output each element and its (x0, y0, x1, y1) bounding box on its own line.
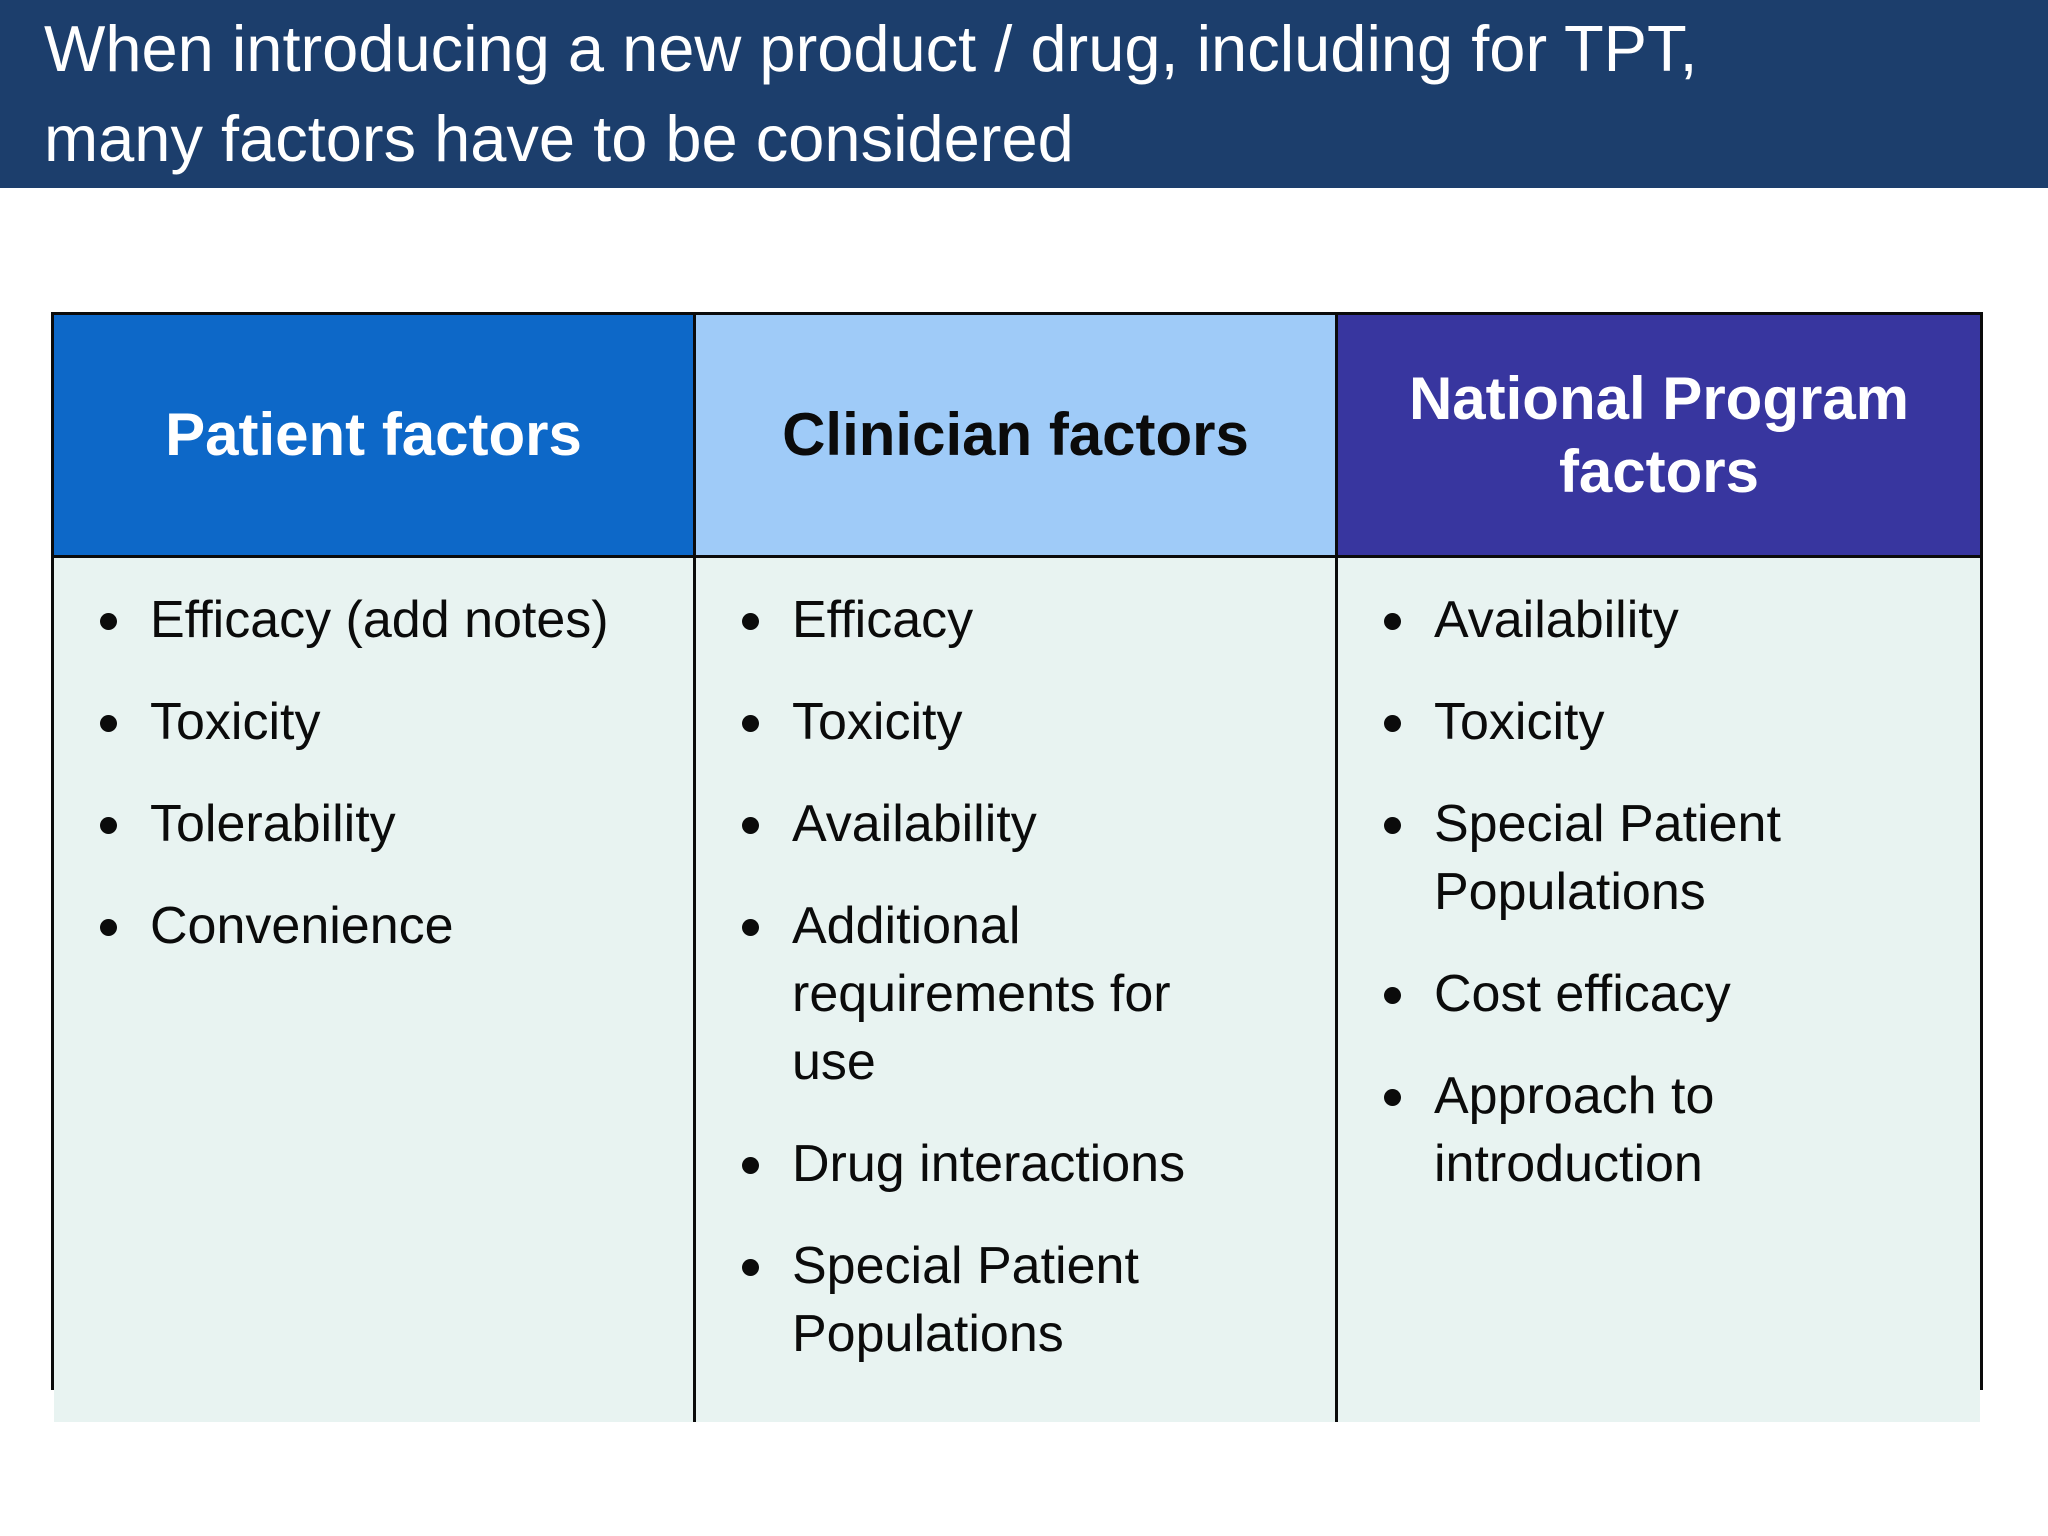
national-program-factors-list: Availability Toxicity Special Patient Po… (1374, 586, 1900, 1198)
slide-title-line-1: When introducing a new product / drug, i… (44, 12, 1698, 85)
factor-item-label: Cost efficacy (1434, 965, 1731, 1023)
factor-item: Special Patient Populations (1374, 790, 1900, 926)
slide-title-line-2: many factors have to be considered (44, 102, 1074, 175)
bullet-icon (100, 715, 117, 732)
factor-item-label: Tolerability (150, 795, 396, 853)
factor-item-label: Toxicity (150, 693, 321, 751)
national-program-factors-header: National Program factors (1338, 315, 1980, 558)
factor-item-label: Special Patient Populations (792, 1237, 1139, 1363)
bullet-icon (1384, 817, 1401, 834)
factor-item: Efficacy (732, 586, 1255, 654)
national-program-factors-cell: Availability Toxicity Special Patient Po… (1338, 558, 1980, 1422)
bullet-icon (742, 817, 759, 834)
factor-item: Availability (732, 790, 1255, 858)
factor-item-label: Toxicity (1434, 693, 1605, 751)
patient-factors-list: Efficacy (add notes) Toxicity Tolerabili… (90, 586, 613, 960)
factor-item-label: Efficacy (792, 591, 974, 649)
factor-item-label: Efficacy (add notes) (150, 591, 609, 649)
bullet-icon (100, 817, 117, 834)
factor-item: Additional requirements for use (732, 892, 1255, 1096)
factor-item: Approach to introduction (1374, 1062, 1900, 1198)
patient-factors-header: Patient factors (54, 315, 696, 558)
bullet-icon (100, 919, 117, 936)
factor-item-label: Drug interactions (792, 1135, 1186, 1193)
bullet-icon (1384, 987, 1401, 1004)
factor-item: Efficacy (add notes) (90, 586, 613, 654)
slide-title-band: When introducing a new product / drug, i… (0, 0, 2048, 188)
bullet-icon (742, 613, 759, 630)
bullet-icon (100, 613, 117, 630)
factor-item-label: Availability (1434, 591, 1679, 649)
factor-item-label: Convenience (150, 897, 454, 955)
clinician-factors-list: Efficacy Toxicity Availability Additiona… (732, 586, 1255, 1368)
factor-item: Special Patient Populations (732, 1232, 1255, 1368)
bullet-icon (742, 1259, 759, 1276)
factor-item: Toxicity (732, 688, 1255, 756)
factor-item: Toxicity (1374, 688, 1900, 756)
factor-item-label: Availability (792, 795, 1037, 853)
bullet-icon (1384, 715, 1401, 732)
factor-item: Convenience (90, 892, 613, 960)
patient-factors-cell: Efficacy (add notes) Toxicity Tolerabili… (54, 558, 696, 1422)
factor-item: Toxicity (90, 688, 613, 756)
factor-item: Cost efficacy (1374, 960, 1900, 1028)
factor-item-label: Additional requirements for use (792, 897, 1171, 1091)
clinician-factors-cell: Efficacy Toxicity Availability Additiona… (696, 558, 1338, 1422)
bullet-icon (1384, 613, 1401, 630)
factor-item: Tolerability (90, 790, 613, 858)
bullet-icon (1384, 1089, 1401, 1106)
factor-item-label: Approach to introduction (1434, 1067, 1715, 1193)
clinician-factors-header: Clinician factors (696, 315, 1338, 558)
factor-item: Availability (1374, 586, 1900, 654)
factor-item-label: Special Patient Populations (1434, 795, 1781, 921)
bullet-icon (742, 1157, 759, 1174)
bullet-icon (742, 919, 759, 936)
factor-item: Drug interactions (732, 1130, 1255, 1198)
factor-item-label: Toxicity (792, 693, 963, 751)
bullet-icon (742, 715, 759, 732)
factors-table: Patient factors Clinician factors Nation… (51, 312, 1983, 1422)
